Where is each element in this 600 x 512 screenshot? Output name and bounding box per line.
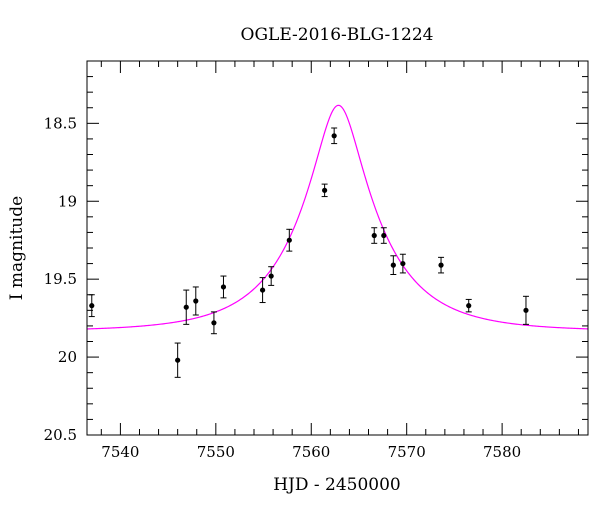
x-tick-label: 7550: [197, 443, 235, 461]
data-marker: [438, 262, 444, 268]
data-marker: [175, 357, 181, 363]
data-point: [390, 255, 397, 275]
data-point: [331, 127, 338, 145]
data-point: [88, 294, 95, 318]
data-point: [380, 227, 387, 244]
data-point: [192, 286, 199, 316]
data-marker: [381, 232, 387, 239]
data-marker: [523, 307, 529, 313]
x-tick-label: 7570: [388, 443, 426, 461]
data-point: [465, 298, 472, 313]
y-axis-ticks: 18.5 19 19.5 20 20.5: [44, 60, 588, 444]
data-point: [438, 256, 445, 274]
data-point: [522, 295, 529, 325]
data-point: [183, 289, 190, 325]
x-tick-label: 7540: [101, 443, 139, 461]
y-tick-label: 20: [58, 348, 77, 366]
data-marker: [89, 303, 95, 309]
data-marker: [211, 320, 217, 326]
data-marker: [466, 303, 472, 309]
data-marker: [322, 187, 328, 193]
data-marker: [371, 232, 377, 239]
data-point: [286, 228, 293, 252]
chart-title: OGLE-2016-BLG-1224: [241, 25, 434, 45]
data-point: [268, 266, 275, 286]
x-tick-label: 7560: [292, 443, 330, 461]
x-axis-label: HJD - 2450000: [273, 475, 401, 495]
y-tick-label: 19: [58, 192, 77, 210]
data-marker: [286, 237, 292, 243]
x-tick-label: 7580: [483, 443, 521, 461]
data-marker: [331, 133, 337, 139]
data-marker: [259, 287, 266, 293]
data-points-layer: [88, 127, 529, 378]
data-point: [321, 183, 328, 198]
model-curve-layer: [86, 104, 589, 330]
y-tick-label: 20.5: [44, 426, 77, 444]
data-point: [220, 275, 227, 299]
y-tick-label: 19.5: [44, 270, 77, 288]
data-point: [259, 277, 266, 304]
x-axis-ticks: 7540 7550 7560 7570 7580: [100, 61, 579, 461]
data-point: [371, 227, 378, 244]
data-marker: [268, 273, 274, 279]
model-curve: [86, 104, 589, 330]
data-point: [210, 311, 217, 335]
plot-frame: [86, 60, 589, 436]
data-marker: [220, 284, 227, 290]
data-point: [399, 253, 406, 274]
plot-area: [86, 104, 589, 378]
data-marker: [390, 262, 396, 268]
y-axis-label: I magnitude: [7, 196, 27, 300]
data-marker: [193, 298, 199, 304]
data-marker: [400, 260, 406, 267]
data-marker: [183, 304, 189, 310]
data-point: [174, 342, 181, 378]
y-tick-label: 18.5: [44, 114, 77, 132]
